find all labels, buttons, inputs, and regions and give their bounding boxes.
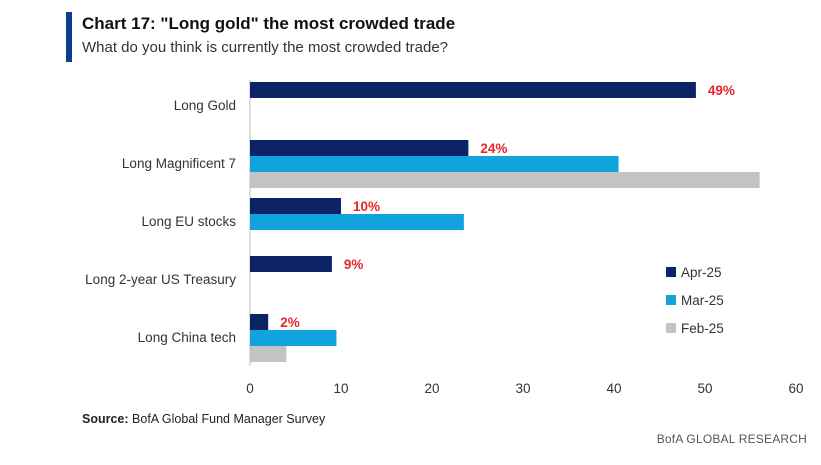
title-accent-bar <box>66 12 72 62</box>
bar-feb-25 <box>250 172 760 188</box>
source-label: Source: <box>82 412 129 426</box>
legend-swatch <box>666 295 676 305</box>
category-label: Long EU stocks <box>141 214 236 229</box>
brand-label: BofA GLOBAL RESEARCH <box>656 432 807 446</box>
category-label: Long China tech <box>138 330 236 345</box>
bar-feb-25 <box>250 346 287 362</box>
bar-mar-25 <box>250 156 619 172</box>
bar-mar-25 <box>250 214 464 230</box>
chart-subtitle: What do you think is currently the most … <box>82 39 449 56</box>
bar-apr-25 <box>250 198 341 214</box>
x-tick-label: 0 <box>246 381 254 396</box>
legend-label: Apr-25 <box>681 265 722 280</box>
data-label: 24% <box>480 141 507 156</box>
bar-apr-25 <box>250 314 269 330</box>
bar-apr-25 <box>250 256 332 272</box>
legend-label: Feb-25 <box>681 321 724 336</box>
source-note: Source: BofA Global Fund Manager Survey <box>82 412 325 426</box>
data-label: 2% <box>280 315 300 330</box>
chart-title: Chart 17: "Long gold" the most crowded t… <box>82 14 456 33</box>
data-label: 10% <box>353 199 380 214</box>
bar-apr-25 <box>250 82 696 98</box>
category-label: Long 2-year US Treasury <box>85 272 236 287</box>
source-text: BofA Global Fund Manager Survey <box>132 412 326 426</box>
category-label: Long Magnificent 7 <box>122 156 236 171</box>
bar-mar-25 <box>250 330 337 346</box>
x-tick-label: 40 <box>606 381 621 396</box>
bar-apr-25 <box>250 140 469 156</box>
data-label: 49% <box>708 83 735 98</box>
x-tick-label: 20 <box>424 381 439 396</box>
x-tick-label: 60 <box>788 381 803 396</box>
category-label: Long Gold <box>174 98 236 113</box>
data-label: 9% <box>344 257 364 272</box>
legend-label: Mar-25 <box>681 293 724 308</box>
legend-swatch <box>666 267 676 277</box>
x-tick-label: 50 <box>697 381 712 396</box>
x-tick-label: 30 <box>515 381 530 396</box>
legend-swatch <box>666 323 676 333</box>
x-tick-label: 10 <box>333 381 348 396</box>
